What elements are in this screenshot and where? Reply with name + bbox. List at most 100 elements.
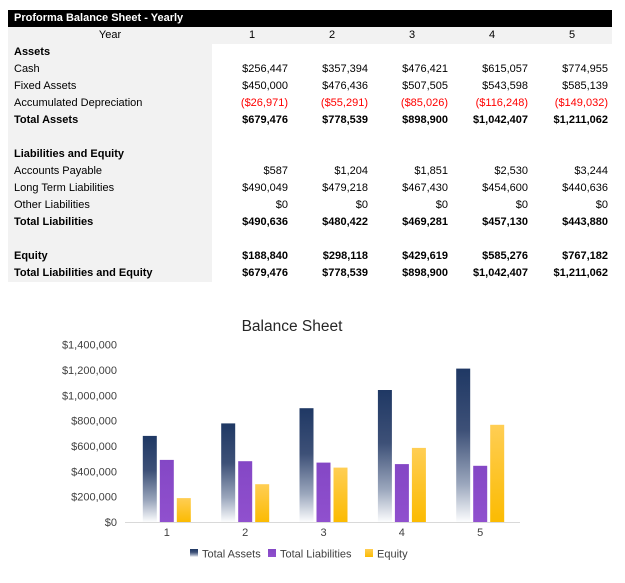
value-cell[interactable]: $774,955 (532, 61, 612, 78)
value-cell[interactable]: $454,600 (452, 180, 532, 197)
value-cell[interactable] (292, 231, 372, 248)
bar-equity-year-2 (255, 484, 270, 522)
bar-total-liabilities-year-2 (238, 461, 253, 522)
value-cell[interactable]: $0 (292, 197, 372, 214)
value-cell[interactable]: 5 (532, 27, 612, 44)
value-cell[interactable]: $450,000 (212, 78, 292, 95)
value-cell[interactable] (452, 129, 532, 146)
row-label-cell[interactable]: Total Liabilities (8, 214, 212, 231)
value-cell[interactable]: $543,598 (452, 78, 532, 95)
value-cell[interactable] (372, 129, 452, 146)
value-cell[interactable]: $476,436 (292, 78, 372, 95)
value-cell[interactable]: 2 (292, 27, 372, 44)
row-label-cell[interactable]: Cash (8, 61, 212, 78)
value-cell[interactable]: $0 (452, 197, 532, 214)
row-label-cell[interactable] (8, 231, 212, 248)
value-cell[interactable]: $480,422 (292, 214, 372, 231)
value-cell[interactable] (532, 44, 612, 61)
y-axis-tick-label: $400,000 (71, 466, 117, 478)
value-cell[interactable]: $298,118 (292, 248, 372, 265)
table-row (8, 129, 612, 146)
value-cell[interactable] (372, 44, 452, 61)
table-row: Total Liabilities and Equity $679,476 $778… (8, 265, 612, 282)
value-cell[interactable]: $479,218 (292, 180, 372, 197)
value-cell[interactable]: $1,042,407 (452, 112, 532, 129)
value-cell[interactable]: $3,244 (532, 163, 612, 180)
value-cell[interactable] (372, 231, 452, 248)
row-label-cell[interactable]: Total Assets (8, 112, 212, 129)
row-label-cell[interactable]: Long Term Liabilities (8, 180, 212, 197)
legend-label: Equity (377, 549, 408, 561)
value-cell[interactable] (532, 231, 612, 248)
value-cell[interactable]: $1,042,407 (452, 265, 532, 282)
value-cell[interactable] (292, 146, 372, 163)
value-cell[interactable]: $256,447 (212, 61, 292, 78)
value-cell[interactable]: 1 (212, 27, 292, 44)
value-cell[interactable] (532, 129, 612, 146)
value-cell[interactable]: $188,840 (212, 248, 292, 265)
value-cell[interactable]: $1,204 (292, 163, 372, 180)
value-cell[interactable]: $778,539 (292, 265, 372, 282)
row-label-cell[interactable]: Other Liabilities (8, 197, 212, 214)
value-cell[interactable]: $429,619 (372, 248, 452, 265)
value-cell[interactable] (452, 231, 532, 248)
value-cell[interactable]: $469,281 (372, 214, 452, 231)
value-cell[interactable]: ($26,971) (212, 95, 292, 112)
value-cell[interactable]: $0 (212, 197, 292, 214)
value-cell[interactable]: $587 (212, 163, 292, 180)
value-cell[interactable]: $615,057 (452, 61, 532, 78)
value-cell[interactable]: $898,900 (372, 112, 452, 129)
value-cell[interactable]: ($116,248) (452, 95, 532, 112)
row-label-cell[interactable]: Liabilities and Equity (8, 146, 212, 163)
value-cell[interactable] (212, 231, 292, 248)
value-cell[interactable]: $679,476 (212, 265, 292, 282)
row-label-cell[interactable]: Assets (8, 44, 212, 61)
value-cell[interactable]: $467,430 (372, 180, 452, 197)
value-cell[interactable]: $476,421 (372, 61, 452, 78)
row-label-cell[interactable] (8, 129, 212, 146)
row-label-cell[interactable]: Accounts Payable (8, 163, 212, 180)
value-cell[interactable]: $898,900 (372, 265, 452, 282)
balance-sheet-chart[interactable]: Balance Sheet $0 $200,000 $400,000 $600,000 $… (0, 300, 625, 578)
value-cell[interactable] (212, 44, 292, 61)
value-cell[interactable]: $2,530 (452, 163, 532, 180)
value-cell[interactable] (292, 44, 372, 61)
value-cell[interactable]: $1,211,062 (532, 112, 612, 129)
value-cell[interactable]: $679,476 (212, 112, 292, 129)
bar-total-assets-year-5 (456, 368, 471, 522)
value-cell[interactable]: $0 (372, 197, 452, 214)
value-cell[interactable] (212, 129, 292, 146)
value-cell[interactable]: ($149,032) (532, 95, 612, 112)
value-cell[interactable] (212, 146, 292, 163)
value-cell[interactable]: $778,539 (292, 112, 372, 129)
value-cell[interactable]: $1,851 (372, 163, 452, 180)
row-label-cell[interactable]: Fixed Assets (8, 78, 212, 95)
value-cell[interactable]: $1,211,062 (532, 265, 612, 282)
value-cell[interactable]: $457,130 (452, 214, 532, 231)
balance-sheet-table: Proforma Balance Sheet - Yearly Year 1 2 3 4… (8, 10, 612, 282)
value-cell[interactable]: $490,636 (212, 214, 292, 231)
value-cell[interactable]: $585,139 (532, 78, 612, 95)
value-cell[interactable]: $767,182 (532, 248, 612, 265)
value-cell[interactable]: $0 (532, 197, 612, 214)
row-label-cell[interactable]: Year (8, 27, 212, 44)
value-cell[interactable]: ($85,026) (372, 95, 452, 112)
value-cell[interactable]: 4 (452, 27, 532, 44)
value-cell[interactable]: $585,276 (452, 248, 532, 265)
value-cell[interactable]: $357,394 (292, 61, 372, 78)
value-cell[interactable]: $443,880 (532, 214, 612, 231)
value-cell[interactable] (452, 44, 532, 61)
row-label-cell[interactable]: Accumulated Depreciation (8, 95, 212, 112)
value-cell[interactable] (532, 146, 612, 163)
bar-total-liabilities-year-3 (316, 462, 331, 522)
row-label-cell[interactable]: Equity (8, 248, 212, 265)
value-cell[interactable] (452, 146, 532, 163)
value-cell[interactable]: $507,505 (372, 78, 452, 95)
value-cell[interactable]: 3 (372, 27, 452, 44)
value-cell[interactable] (372, 146, 452, 163)
value-cell[interactable]: ($55,291) (292, 95, 372, 112)
value-cell[interactable]: $440,636 (532, 180, 612, 197)
value-cell[interactable]: $490,049 (212, 180, 292, 197)
row-label-cell[interactable]: Total Liabilities and Equity (8, 265, 212, 282)
value-cell[interactable] (292, 129, 372, 146)
